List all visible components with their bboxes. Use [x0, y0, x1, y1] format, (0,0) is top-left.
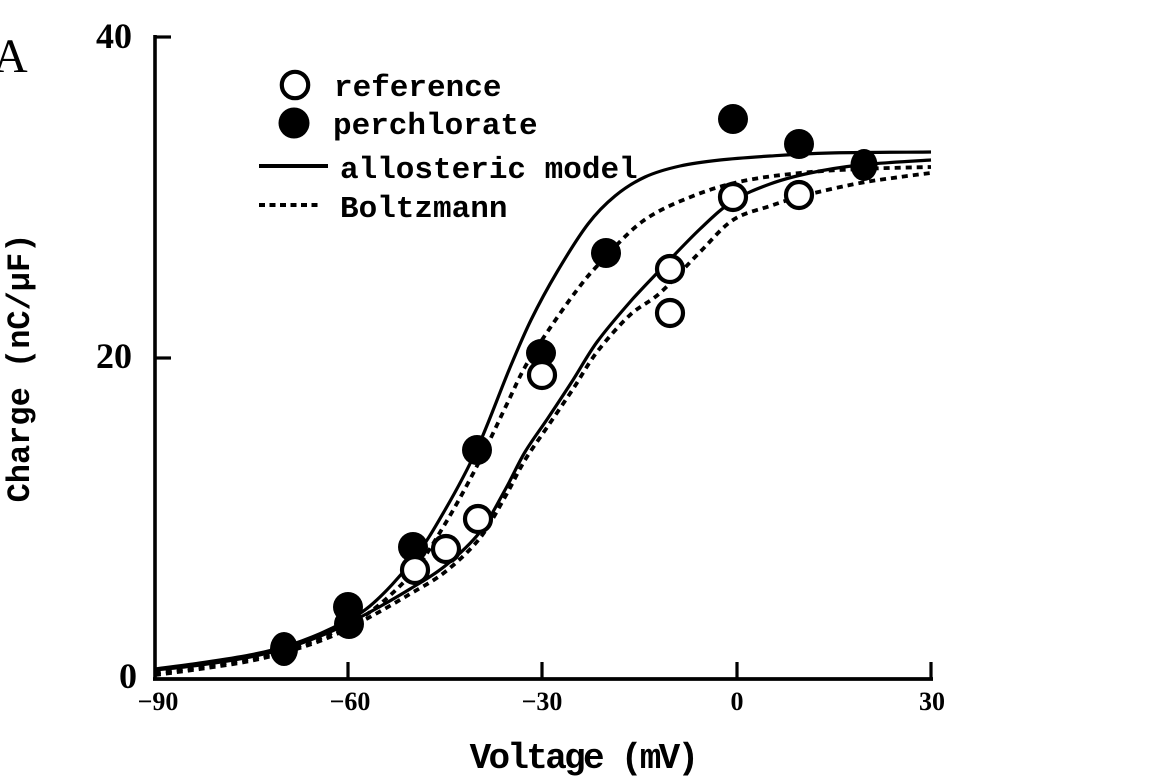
svg-text:40: 40	[96, 16, 132, 56]
svg-text:−30: −30	[522, 687, 563, 716]
svg-text:−60: −60	[330, 687, 371, 716]
svg-text:perchlorate: perchlorate	[333, 109, 538, 144]
svg-text:Voltage (mV): Voltage (mV)	[470, 738, 697, 778]
svg-text:allosteric model: allosteric model	[340, 153, 638, 188]
svg-text:Charge (nC/µF): Charge (nC/µF)	[2, 234, 39, 503]
svg-text:30: 30	[919, 687, 945, 716]
svg-text:reference: reference	[334, 71, 501, 106]
svg-text:A: A	[0, 30, 28, 83]
svg-text:0: 0	[119, 656, 137, 696]
svg-text:0: 0	[731, 687, 744, 716]
svg-text:−90: −90	[138, 687, 179, 716]
svg-text:Boltzmann: Boltzmann	[340, 192, 507, 227]
svg-text:20: 20	[96, 336, 132, 376]
